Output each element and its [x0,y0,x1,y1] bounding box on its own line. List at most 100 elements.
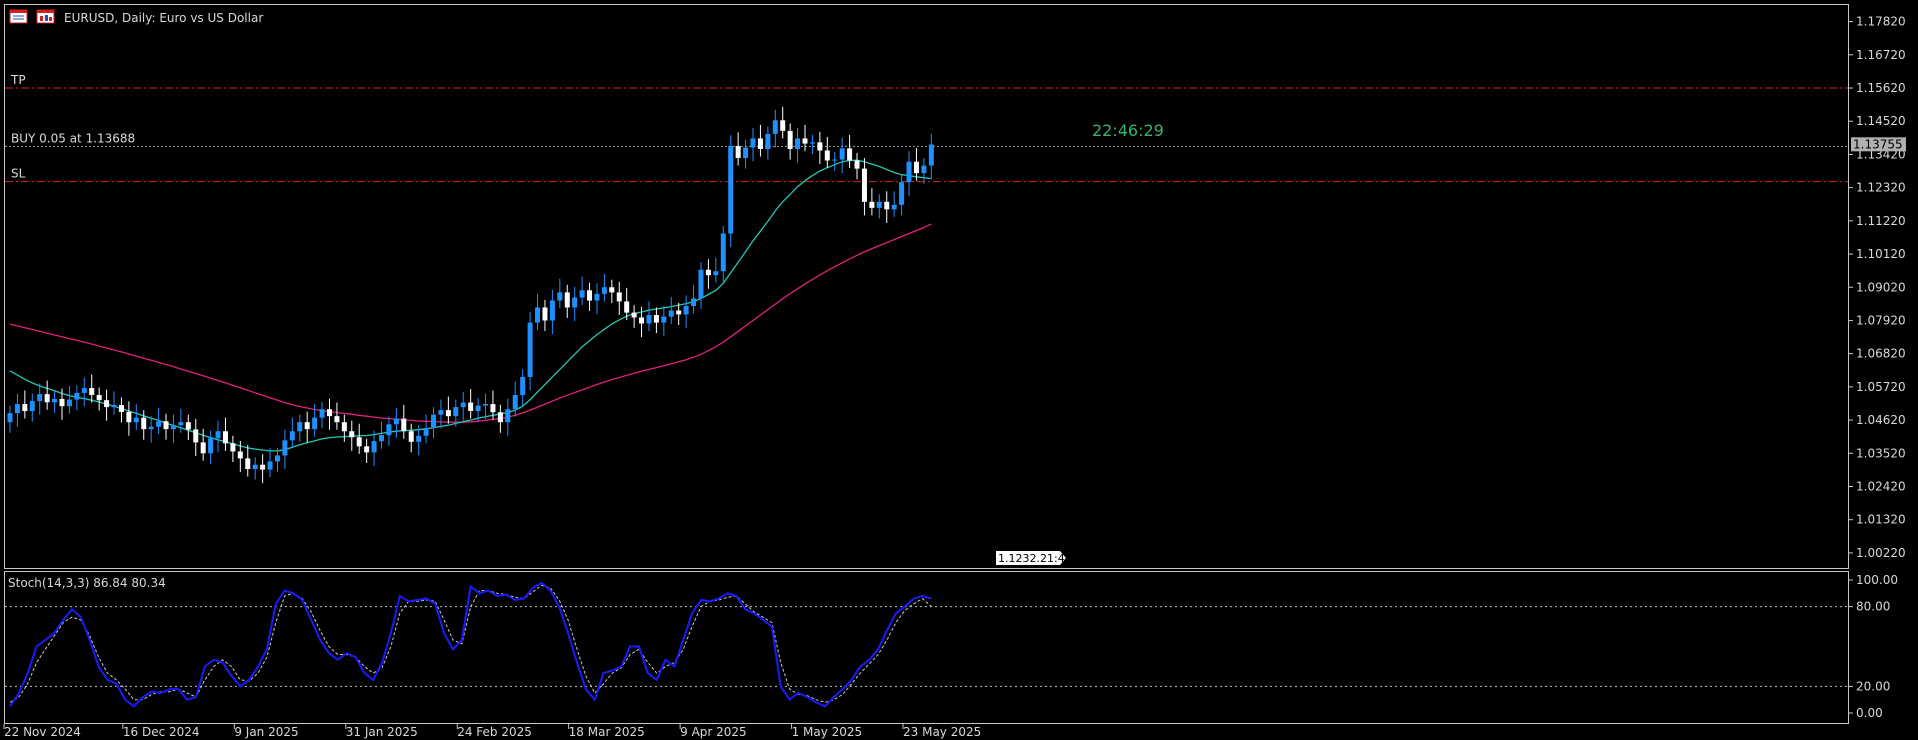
date-tick-label: 18 Mar 2025 [569,725,645,739]
date-axis: 22 Nov 2024 16 Dec 2024 9 Jan 2025 31 Jan 2… [3,724,981,739]
candle-body [928,144,934,166]
candle-body [743,147,749,159]
candle-body [208,438,214,454]
candle-body [245,458,251,469]
candle-body [757,138,763,149]
candle-body [542,307,548,321]
candle-body [118,404,124,412]
candle-body [535,307,541,323]
stoch-signal-line [9,584,932,703]
candle-body [319,409,325,418]
sl-line-label: SL [11,167,26,181]
price-tick-label: 1.14520 [1856,114,1906,128]
candle-body [750,138,756,148]
candle-body [676,310,682,315]
tp-line-label: TP [10,73,26,87]
candle-body [884,201,890,210]
candle-body [661,316,667,323]
stoch-level-label: 20.00 [1856,679,1890,693]
price-tick-label: 1.04620 [1856,413,1906,427]
candle-body [393,418,399,425]
candle-body [431,414,437,428]
candle-body [297,422,303,432]
candle-body [780,120,786,131]
candle-body [631,312,637,318]
candle-body [89,388,95,396]
candle-body [691,298,697,306]
candle-body [81,388,87,393]
date-tick-label: 9 Apr 2025 [680,725,747,739]
candle-body [646,315,652,324]
candle-body [876,201,882,208]
candle-body [735,145,741,159]
date-tick-label: 16 Dec 2024 [123,725,200,739]
candle-body [445,410,451,417]
candle-body [824,150,830,161]
candle-body [549,300,555,321]
candle-body [52,398,58,403]
candle-body [713,271,719,276]
candle-body [564,292,570,308]
candle-body [483,404,489,406]
candle-body [66,399,72,407]
candle-body [468,402,474,412]
candle-body [170,425,176,430]
candle-body [111,404,117,408]
candle-body [505,409,511,423]
candle-body [624,301,630,313]
crosshair-time-text: 1.1232.21:40 [998,552,1072,565]
candle-body [847,148,853,161]
candle-body [817,142,823,151]
candle-body [809,142,815,144]
candle-body [185,422,191,430]
candle-body [839,148,845,160]
candle-body [705,269,711,276]
stoch-main-line [9,581,932,708]
indicator-window-frame [4,571,1849,724]
price-tick-label: 1.05720 [1856,380,1906,394]
candle-body [453,407,459,417]
candle-body [460,402,466,408]
candle-body [237,451,243,459]
price-tick-label: 1.07920 [1856,313,1906,327]
candle-body [579,290,585,298]
candle-body [96,395,102,401]
candle-body [104,400,110,408]
candle-body [267,461,273,470]
candle-body [148,426,154,430]
candle-body [616,292,622,302]
date-tick-label: 22 Nov 2024 [4,725,81,739]
current-price-value: 1.13755 [1853,137,1903,151]
chart-title: EURUSD, Daily: Euro vs US Dollar [64,11,263,25]
date-tick-label: 9 Jan 2025 [234,725,298,739]
price-tick-label: 1.06820 [1856,347,1906,361]
price-table-icon[interactable] [9,9,28,24]
candle-body [22,404,28,412]
price-tick-label: 1.09020 [1856,280,1906,294]
candle-body [490,404,496,413]
candle-body [572,297,578,308]
candle-body [512,395,518,410]
candle-body [520,376,526,396]
buy-order-label: BUY 0.05 at 1.13688 [11,131,135,145]
candle-body [37,394,43,402]
trade-lines [5,87,1848,183]
candle-body [126,411,132,423]
candle-body [921,165,927,174]
candle-body [274,455,280,462]
main-chart-frame [4,4,1849,569]
price-tick-label: 1.03520 [1856,446,1906,460]
candle-body [869,201,875,208]
price-tick-label: 1.00220 [1856,546,1906,560]
date-tick-label: 31 Jan 2025 [346,725,418,739]
candle-body [639,317,645,324]
candle-body [438,410,444,415]
candle-body [133,417,139,423]
chart-window-icon[interactable] [36,9,55,24]
candle-body [59,398,65,407]
candle-body [527,322,533,377]
candle-body [913,161,919,174]
candle-body [416,435,422,442]
candle-body [787,130,793,149]
